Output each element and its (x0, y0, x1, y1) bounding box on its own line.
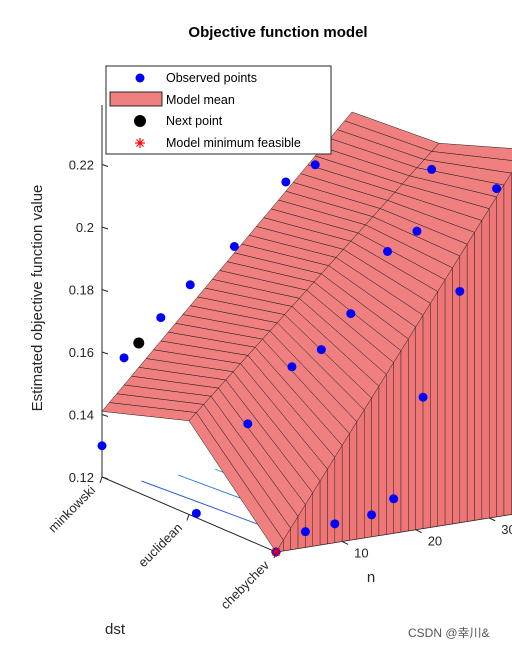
x-tick-mark (99, 476, 103, 484)
surface-wall-facet (393, 350, 402, 534)
y-tick-label: 20 (428, 534, 442, 549)
z-tick-mark (101, 476, 109, 480)
legend-label-minimum: Model minimum feasible (166, 136, 301, 150)
legend-marker-minimum (135, 138, 145, 148)
surface-wall-facet (444, 267, 453, 526)
surface-wall-facet (496, 184, 505, 517)
observed-point (97, 441, 107, 451)
y-tick-label: 10 (354, 545, 368, 560)
surface-wall-facet (422, 302, 431, 529)
observed-point (455, 286, 465, 296)
surface-wall-facet (349, 421, 358, 541)
observed-point (330, 519, 340, 529)
legend-marker-observed (135, 73, 145, 83)
z-tick-mark (101, 226, 109, 230)
surface-wall-facet (378, 373, 387, 536)
z-tick-mark (101, 351, 109, 355)
watermark: CSDN @幸川& (408, 626, 490, 640)
surface-wall-facet (327, 456, 336, 544)
observed-point (492, 184, 502, 194)
legend-entry-observed: Observed points (135, 71, 257, 85)
observed-point (427, 164, 437, 174)
observed-point (316, 345, 326, 355)
z-tick-label: 0.16 (69, 345, 94, 360)
surface-wall-facet (386, 361, 394, 535)
surface-wall-facet (408, 326, 416, 532)
surface-wall-facet (430, 290, 438, 528)
legend-label-model-mean: Model mean (166, 93, 235, 107)
observed-point (287, 362, 297, 372)
surface-wall-facet (341, 432, 350, 542)
z-tick-label: 0.14 (69, 408, 94, 423)
observed-point (383, 246, 393, 256)
next-point (133, 337, 145, 349)
z-axis-label: Estimated objective function value (29, 185, 46, 412)
observed-points (97, 160, 502, 557)
y-tick-label: 30 (501, 522, 512, 537)
surface-wall-facet (489, 196, 497, 519)
surface-wall-facet (503, 172, 512, 516)
z-tick-mark (101, 414, 109, 417)
z-axis-ticks: 0.12 0.14 0.16 0.18 0.2 0.22 (69, 158, 109, 485)
observed-point (119, 353, 129, 363)
x-tick-mark (186, 514, 190, 521)
surface-wall-facet (459, 243, 468, 523)
surface-wall-facet (437, 279, 446, 527)
y-tick-mark (341, 540, 349, 545)
surface-wall-facet (452, 255, 461, 524)
y-axis-label: n (367, 569, 375, 586)
legend-entry-minimum: Model minimum feasible (135, 136, 301, 150)
z-tick-mark (101, 164, 109, 167)
surface-wall-facet (400, 338, 409, 533)
legend-label-observed: Observed points (166, 71, 257, 85)
surface-wall-facet (474, 219, 483, 521)
observed-point (310, 160, 320, 170)
z-tick-label: 0.18 (69, 283, 94, 298)
legend-entry-next-point: Next point (134, 114, 223, 128)
observed-point (191, 508, 201, 518)
x-tick-mark (273, 551, 277, 559)
surface-wall-facet (312, 480, 321, 547)
chart-title: Objective function model (188, 24, 367, 41)
observed-point (346, 309, 356, 319)
legend: Observed points Model mean Next point Mo… (105, 65, 332, 155)
legend-label-next-point: Next point (166, 114, 223, 128)
observed-point (185, 280, 195, 290)
z-tick-mark (101, 289, 109, 292)
x-axis-label: dst (105, 621, 126, 638)
surface-wall-facet (319, 468, 328, 546)
model-mean-surface (101, 111, 512, 553)
legend-entry-model-mean: Model mean (109, 91, 235, 107)
observed-point (300, 527, 310, 537)
surface-wall-facet (481, 207, 490, 520)
z-tick-label: 0.12 (69, 470, 94, 485)
surface-wall-facet (356, 409, 365, 540)
observed-point (243, 419, 253, 429)
y-tick-mark (415, 529, 422, 534)
surface-wall-facet (466, 231, 475, 522)
observed-point (367, 510, 377, 520)
y-axis-ticks: 10 20 30 (341, 517, 512, 560)
z-tick-label: 0.2 (76, 220, 94, 235)
observed-point (412, 226, 422, 236)
legend-marker-next-point (134, 115, 146, 127)
observed-point (229, 241, 239, 251)
observed-point (156, 313, 166, 323)
surface-wall-facet (415, 314, 424, 530)
z-tick-label: 0.22 (69, 158, 94, 173)
observed-point (281, 177, 291, 187)
y-tick-mark (489, 517, 496, 522)
observed-point (418, 392, 428, 402)
legend-marker-model-mean (109, 91, 163, 107)
observed-point (389, 494, 399, 504)
